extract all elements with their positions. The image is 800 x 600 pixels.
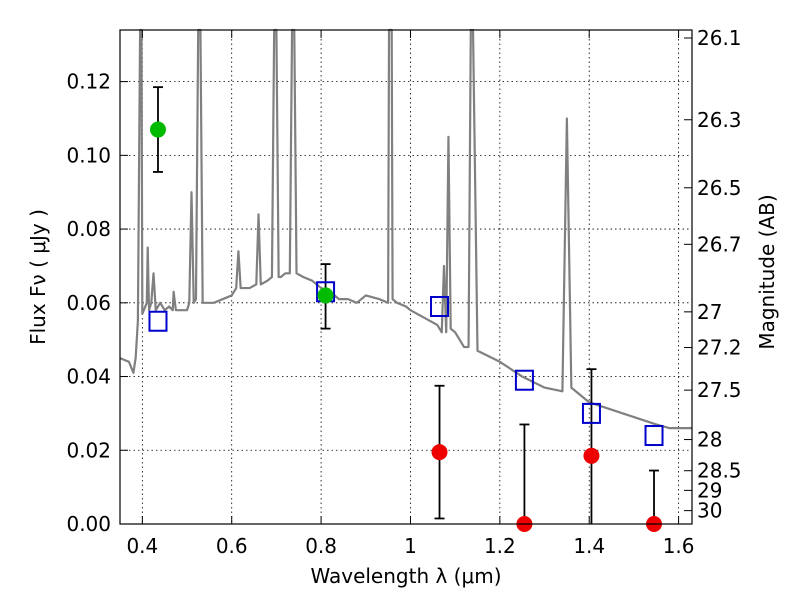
detection-point xyxy=(149,121,166,138)
model-photometry-square xyxy=(581,402,601,424)
x-tick-label: 1 xyxy=(404,534,417,558)
plot-frame xyxy=(119,29,693,525)
mag-tick-label: 27.2 xyxy=(697,336,742,360)
y-axis-label: Flux Fν ( μJy ) xyxy=(26,209,50,345)
x-tick-label: 1.6 xyxy=(663,534,695,558)
tick-marks xyxy=(120,30,692,525)
model-photometry-square xyxy=(644,425,664,447)
mag-tick-label: 28.5 xyxy=(697,459,742,483)
mag-tick-label: 30 xyxy=(697,499,722,523)
model-photometry-square xyxy=(514,369,534,391)
mag-tick-label: 26.5 xyxy=(697,176,742,200)
mag-tick-label: 27.5 xyxy=(697,378,742,402)
x-tick-label: 0.8 xyxy=(305,534,337,558)
y-tick-label: 0.06 xyxy=(66,291,111,315)
mag-tick-label: 28 xyxy=(697,428,722,452)
marker-layer xyxy=(148,121,664,532)
mag-tick-label: 26.1 xyxy=(697,26,742,50)
y-tick-label: 0.08 xyxy=(66,217,111,241)
mag-tick-label: 26.3 xyxy=(697,108,742,132)
non-detection-point xyxy=(431,444,448,461)
model-photometry-square xyxy=(430,295,450,317)
y-tick-label: 0.02 xyxy=(66,438,111,462)
non-detection-point xyxy=(583,447,600,464)
x-tick-label: 1.2 xyxy=(484,534,516,558)
right-axis-label: Magnitude (AB) xyxy=(755,194,779,349)
y-tick-label: 0.00 xyxy=(66,512,111,536)
mag-tick-label: 27 xyxy=(697,300,722,324)
x-tick-label: 0.4 xyxy=(126,534,158,558)
x-tick-label: 0.6 xyxy=(216,534,248,558)
model-photometry-square xyxy=(148,310,168,332)
mag-tick-label: 26.7 xyxy=(697,232,742,256)
y-tick-label: 0.04 xyxy=(66,365,111,389)
detection-point xyxy=(317,287,334,304)
y-tick-label: 0.12 xyxy=(66,70,111,94)
x-axis-label: Wavelength λ (μm) xyxy=(310,564,501,588)
y-tick-label: 0.10 xyxy=(66,143,111,167)
mag-tick-label: 29 xyxy=(697,478,722,502)
x-tick-label: 1.4 xyxy=(573,534,605,558)
